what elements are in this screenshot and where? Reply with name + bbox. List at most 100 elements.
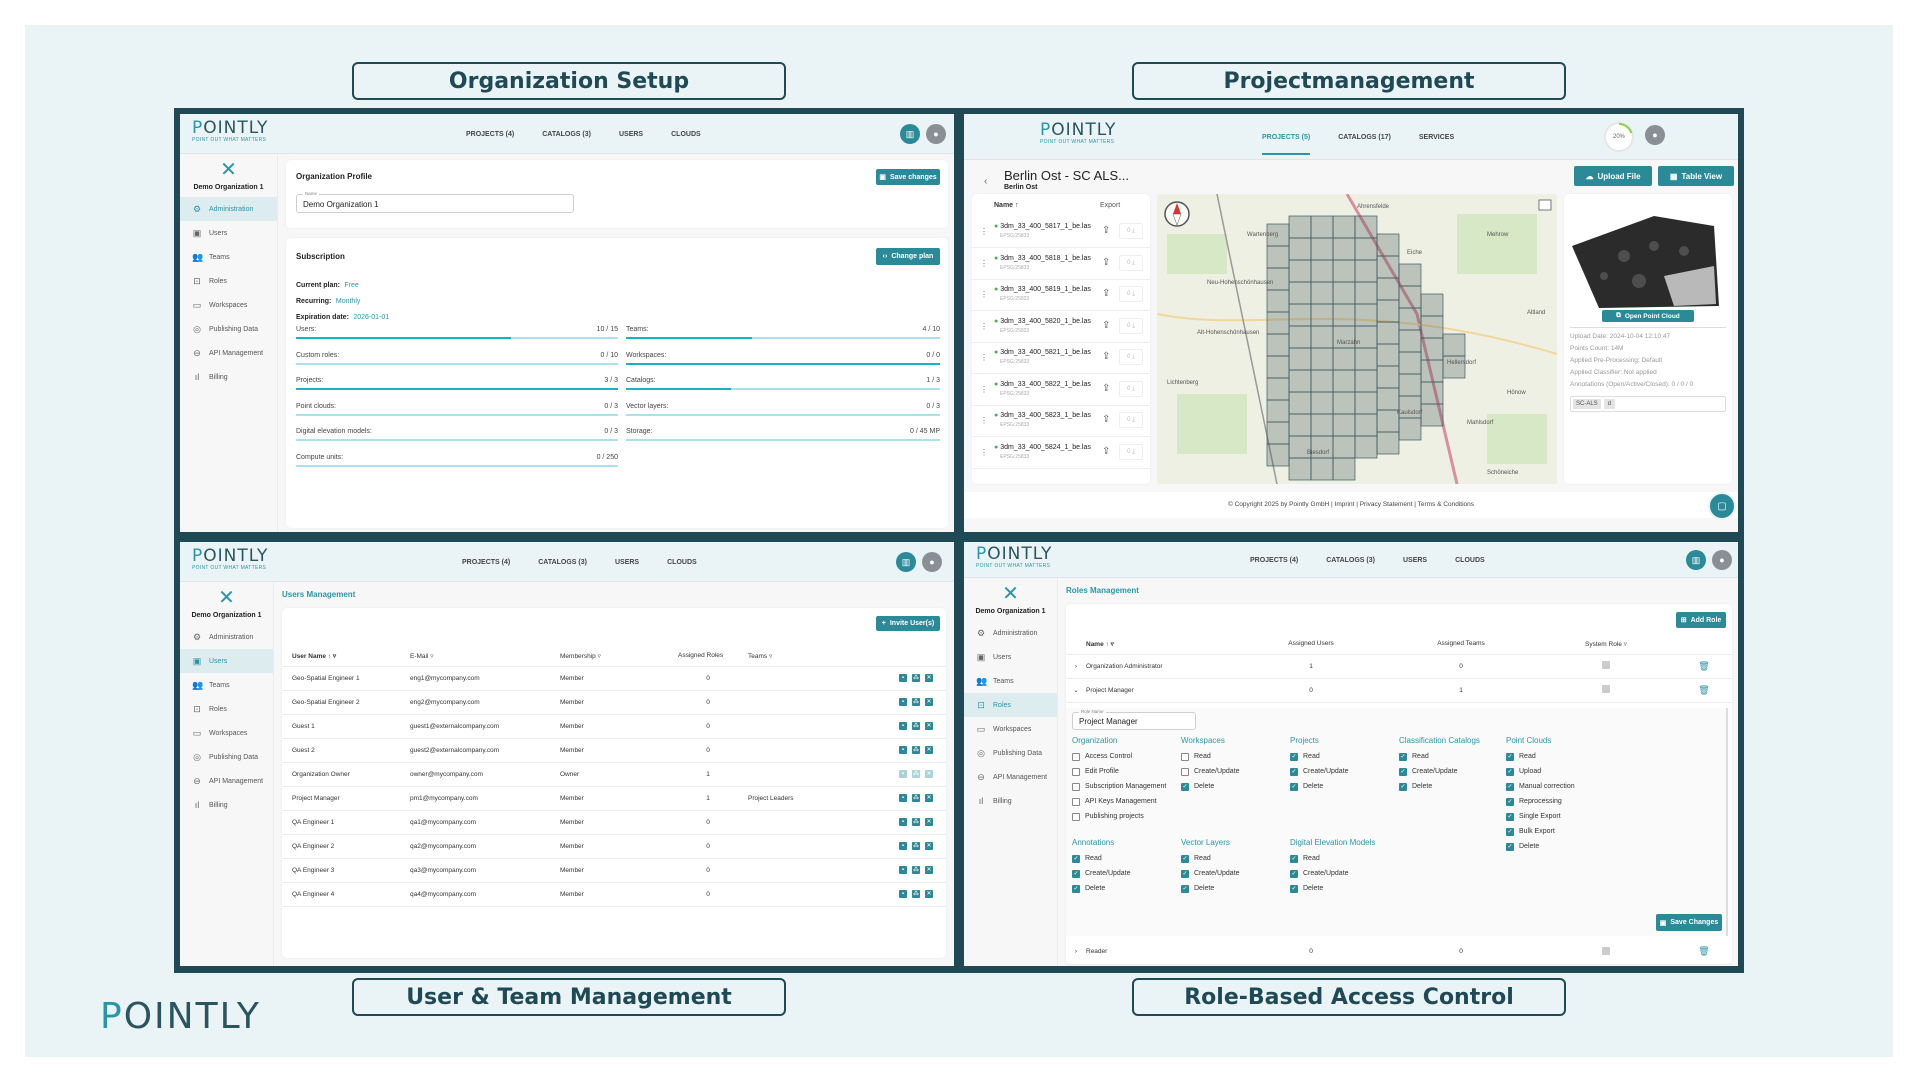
sidebar-item-teams[interactable]: 👥 Teams — [180, 245, 277, 269]
user-profile-icon[interactable]: ▪ — [899, 698, 907, 706]
sidebar-item-billing[interactable]: ıl Billing — [964, 789, 1057, 813]
export-icon[interactable]: ⇪ — [1102, 351, 1111, 362]
nav-clouds[interactable]: CLOUDS — [1455, 556, 1485, 564]
sidebar-item-users[interactable]: ▣ Users — [180, 649, 273, 673]
user-profile-icon[interactable]: ▪ — [899, 890, 907, 898]
download-count-button[interactable]: 0 ⤓ — [1119, 223, 1143, 239]
checkbox-checked-icon[interactable]: ✓ — [1506, 752, 1514, 761]
permission-checkbox[interactable]: Edit Profile — [1072, 764, 1166, 779]
expand-chevron-icon[interactable]: › — [1066, 654, 1086, 679]
more-options-icon[interactable]: ⋮ — [980, 290, 988, 299]
trash-icon[interactable]: 🗑 — [1698, 946, 1710, 957]
team-icon[interactable]: ⁂ — [912, 842, 920, 850]
permission-checkbox[interactable]: ✓ Delete — [1072, 881, 1131, 896]
permission-checkbox[interactable]: ✓ Delete — [1181, 779, 1240, 794]
export-icon[interactable]: ⇪ — [1102, 382, 1111, 394]
team-icon[interactable]: ⁂ — [912, 674, 920, 682]
team-icon[interactable]: ⁂ — [912, 770, 920, 778]
permission-checkbox[interactable]: Publishing projects — [1072, 809, 1166, 824]
table-row[interactable]: Guest 1 guest1@externalcompany.com Member 0… — [282, 714, 946, 739]
checkbox-checked-icon[interactable]: ✓ — [1399, 767, 1407, 776]
processing-progress[interactable]: 20% — [1604, 122, 1634, 152]
nav-services[interactable]: SERVICES — [1418, 133, 1455, 141]
more-options-icon[interactable]: ⋮ — [980, 321, 988, 331]
more-options-icon[interactable]: ⋮ — [980, 384, 988, 394]
sidebar-item-administration[interactable]: ⚙ Administration — [180, 625, 273, 649]
table-row[interactable]: QA Engineer 4 qa4@mycompany.com Member 0 ▪ ⁂ ✕ — [282, 882, 946, 907]
checkbox-checked-icon[interactable]: ✓ — [1290, 782, 1298, 791]
checkbox-checked-icon[interactable]: ✓ — [1072, 869, 1080, 878]
user-profile-icon[interactable]: ▪ — [899, 794, 907, 802]
collapse-chevron-icon[interactable]: ⌄ — [1066, 678, 1086, 703]
sidebar-item-workspaces[interactable]: ▭ Workspaces — [180, 293, 277, 317]
remove-icon[interactable]: ✕ — [925, 746, 933, 754]
nav-projects[interactable]: PROJECTS (4) — [462, 558, 511, 566]
user-profile-icon[interactable]: ▪ — [899, 746, 907, 754]
sidebar-item-administration[interactable]: ⚙ Administration — [180, 197, 277, 221]
stats-icon[interactable]: ▥ — [1686, 550, 1706, 570]
checkbox-checked-icon[interactable]: ✓ — [1506, 827, 1514, 836]
column-system-role[interactable]: System Role ▿ — [1536, 634, 1676, 655]
role-row[interactable]: ⌄ Project Manager 0 1 🗑 — [1066, 678, 1732, 703]
download-count-button[interactable]: 0 ⤓ — [1119, 286, 1143, 302]
save-changes-button[interactable]: ▣ Save changes — [876, 169, 940, 185]
table-row[interactable]: Geo-Spatial Engineer 1 eng1@mycompany.com… — [282, 666, 946, 691]
remove-icon[interactable]: ✕ — [925, 770, 933, 778]
checkbox-checked-icon[interactable]: ✓ — [1506, 782, 1514, 791]
permission-checkbox[interactable]: ✓ Create/Update — [1290, 764, 1349, 779]
user-profile-icon[interactable]: ▪ — [899, 674, 907, 682]
checkbox-checked-icon[interactable]: ✓ — [1072, 884, 1080, 893]
more-options-icon[interactable]: ⋮ — [980, 258, 988, 268]
checkbox-checked-icon[interactable]: ✓ — [1290, 752, 1298, 761]
sidebar-item-publishing-data[interactable]: ◎ Publishing Data — [964, 741, 1057, 765]
file-name[interactable]: ● 3dm_33_400_5822_1_be.las — [994, 381, 1091, 388]
team-icon[interactable]: ⁂ — [912, 818, 920, 826]
user-profile-icon[interactable]: ▪ — [899, 722, 907, 730]
expand-chevron-icon[interactable]: › — [1066, 940, 1086, 965]
download-count-button[interactable]: 0 ⤓ — [1119, 412, 1143, 428]
role-row[interactable]: › Organization Administrator 1 0 🗑 — [1066, 654, 1732, 679]
stats-icon[interactable]: ▥ — [896, 552, 916, 572]
checkbox-checked-icon[interactable]: ✓ — [1506, 842, 1514, 851]
account-icon[interactable]: ● — [926, 124, 946, 144]
team-icon[interactable]: ⁂ — [912, 698, 920, 706]
permission-checkbox[interactable]: ✓ Create/Update — [1072, 866, 1131, 881]
more-options-icon[interactable]: ⋮ — [980, 353, 988, 362]
file-name[interactable]: ● 3dm_33_400_5818_1_be.las — [994, 255, 1091, 262]
sidebar-item-users[interactable]: ▣ Users — [964, 645, 1057, 669]
download-count-button[interactable]: 0 ⤓ — [1119, 443, 1143, 460]
tags-field[interactable]: SC-ALS d — [1570, 396, 1726, 412]
more-options-icon[interactable]: ⋮ — [980, 227, 988, 236]
nav-catalogs[interactable]: CATALOGS (3) — [538, 558, 587, 566]
more-options-icon[interactable]: ⋮ — [980, 416, 988, 425]
sidebar-item-billing[interactable]: ıl Billing — [180, 793, 273, 817]
checkbox-checked-icon[interactable]: ✓ — [1290, 854, 1298, 863]
remove-icon[interactable]: ✕ — [925, 866, 933, 874]
export-icon[interactable]: ⇪ — [1102, 225, 1111, 236]
nav-catalogs[interactable]: CATALOGS (3) — [542, 130, 591, 138]
save-changes-button[interactable]: ▣ Save Changes — [1656, 914, 1722, 931]
checkbox-checked-icon[interactable]: ✓ — [1506, 797, 1514, 806]
nav-projects[interactable]: PROJECTS (4) — [1250, 556, 1299, 564]
permission-checkbox[interactable]: ✓ Read — [1181, 851, 1240, 866]
download-count-button[interactable]: 0 ⤓ — [1119, 317, 1143, 334]
checkbox-checked-icon[interactable]: ✓ — [1290, 767, 1298, 776]
sidebar-item-administration[interactable]: ⚙ Administration — [964, 621, 1057, 645]
file-name[interactable]: ● 3dm_33_400_5823_1_be.las — [994, 412, 1091, 419]
tag-chip[interactable]: SC-ALS — [1573, 399, 1601, 409]
table-row[interactable]: QA Engineer 1 qa1@mycompany.com Member 0 ▪ ⁂ ✕ — [282, 810, 946, 835]
open-point-cloud-button[interactable]: ⧉ Open Point Cloud — [1602, 310, 1694, 322]
file-name[interactable]: ● 3dm_33_400_5817_1_be.las — [994, 223, 1091, 230]
remove-icon[interactable]: ✕ — [925, 722, 933, 730]
checkbox-empty-icon[interactable] — [1072, 782, 1080, 791]
checkbox-checked-icon[interactable]: ✓ — [1181, 854, 1189, 863]
user-profile-icon[interactable]: ▪ — [899, 818, 907, 826]
checkbox-empty-icon[interactable] — [1181, 767, 1189, 776]
column-teams[interactable]: Teams ▿ — [738, 646, 858, 667]
column-name[interactable]: Name ↑ ▿ — [1086, 634, 1236, 655]
download-count-button[interactable]: 0 ⤓ — [1119, 254, 1143, 271]
sidebar-item-workspaces[interactable]: ▭ Workspaces — [964, 717, 1057, 741]
file-row[interactable]: ⋮ ● 3dm_33_400_5824_1_be.las EPSG:25833 ⇪ 0 … — [972, 437, 1150, 469]
permission-checkbox[interactable]: ✓ Upload — [1506, 764, 1575, 779]
nav-clouds[interactable]: CLOUDS — [671, 130, 701, 138]
